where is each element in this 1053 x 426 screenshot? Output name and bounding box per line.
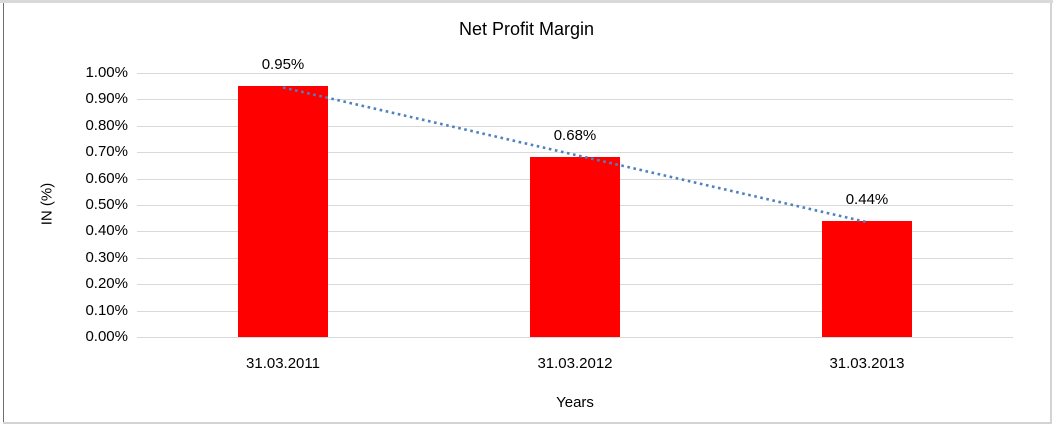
- gridline: [137, 73, 1013, 74]
- frame-bottom-border: [3, 422, 1052, 424]
- y-axis-tick-label: 0.50%: [85, 196, 128, 213]
- bar-data-label: 0.68%: [553, 127, 597, 145]
- x-axis-category-label: 31.03.2013: [829, 355, 905, 372]
- y-axis-tick-label: 0.00%: [85, 328, 128, 345]
- frame-right-border: [1050, 3, 1052, 424]
- y-axis-tick-label: 1.00%: [85, 64, 128, 81]
- gridline: [137, 337, 1013, 338]
- bar[interactable]: [238, 86, 328, 337]
- y-axis-tick-label: 0.70%: [85, 143, 128, 161]
- chart-title: Net Profit Margin: [458, 19, 595, 39]
- y-axis-tick-label: 0.10%: [85, 301, 128, 319]
- frame-top-border: [0, 0, 1053, 3]
- bar-data-label: 0.44%: [845, 190, 889, 208]
- y-axis-tick-label: 0.40%: [85, 222, 128, 240]
- bar[interactable]: [530, 157, 620, 337]
- y-axis-tick-label: 0.30%: [85, 248, 128, 266]
- y-axis-tick-label: 0.20%: [85, 275, 128, 293]
- frame-left-border: [3, 3, 4, 423]
- bar[interactable]: [822, 220, 912, 337]
- y-axis-tick-label: 0.60%: [85, 169, 128, 187]
- bar-data-label: 0.95%: [261, 56, 305, 74]
- x-axis-title: Years: [556, 394, 594, 411]
- y-axis-tick-label: 0.90%: [85, 90, 128, 108]
- y-axis-tick-label: 0.80%: [85, 116, 128, 134]
- x-axis-category-label: 31.03.2011: [246, 355, 320, 372]
- x-axis-category-label: 31.03.2012: [537, 355, 613, 372]
